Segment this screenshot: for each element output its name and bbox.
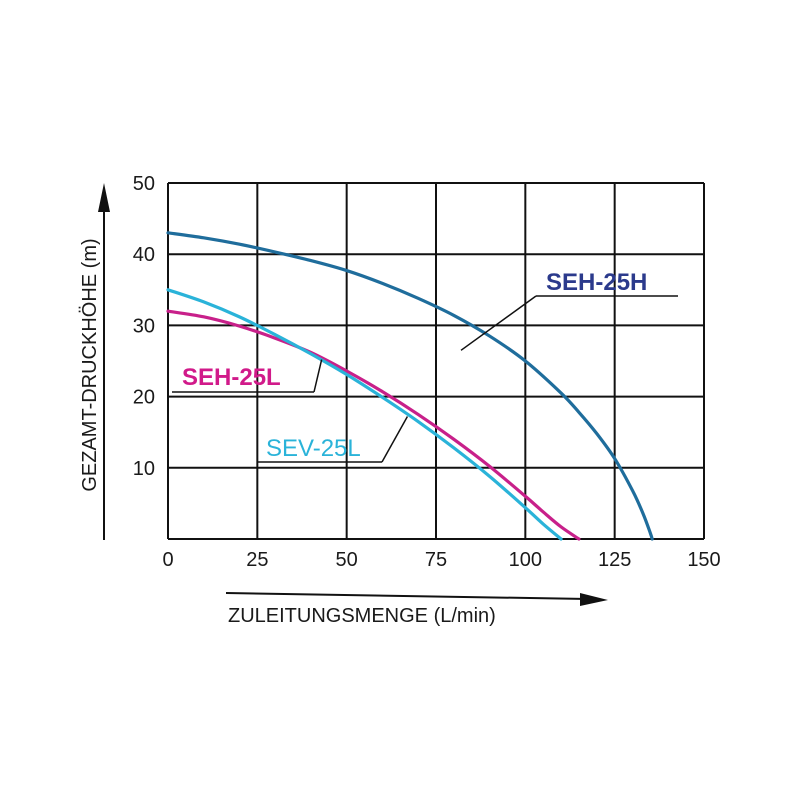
legend-label-seh-25h: SEH-25H (546, 269, 647, 296)
y-tick-label: 30 (133, 315, 155, 337)
x-tick-label: 75 (425, 549, 447, 571)
tick-labels: 0 25 50 75 100 125 150 10 20 30 40 50 (133, 173, 721, 571)
legend-label-sev-25l: SEV-25L (266, 435, 361, 462)
y-axis-label: GEZAMT-DRUCKHÖHE (m) (79, 238, 101, 491)
y-tick-label: 10 (133, 458, 155, 480)
grid (167, 182, 705, 540)
x-tick-label: 150 (687, 549, 720, 571)
callout-leader-seh-25l (313, 359, 323, 393)
series-callouts: SEH-25H SEH-25L SEV-25L (172, 269, 678, 463)
y-tick-label: 20 (133, 387, 155, 409)
x-tick-label: 25 (246, 549, 268, 571)
y-tick-label: 50 (133, 173, 155, 195)
x-axis-arrow-shaft (225, 592, 589, 600)
axes: GEZAMT-DRUCKHÖHE (m) ZULEITUNGSMENGE (L/m… (79, 183, 608, 627)
callout-leader-seh-25h (460, 295, 537, 351)
x-tick-label: 125 (598, 549, 631, 571)
x-tick-label: 100 (509, 549, 542, 571)
y-tick-label: 40 (133, 244, 155, 266)
series-curves (166, 231, 654, 541)
series-line-seh-25l (166, 309, 581, 541)
legend-label-seh-25l: SEH-25L (182, 364, 281, 391)
series-line-sev-25l (166, 288, 563, 541)
x-axis-arrow-head-icon (580, 593, 608, 606)
x-tick-label: 50 (336, 549, 358, 571)
x-axis-label: ZULEITUNGSMENGE (L/min) (228, 605, 496, 627)
y-axis-arrow-head-icon (98, 183, 110, 212)
x-tick-label: 0 (162, 549, 173, 571)
series-line-seh-25h (166, 231, 654, 541)
callout-leader-sev-25l (381, 416, 409, 463)
